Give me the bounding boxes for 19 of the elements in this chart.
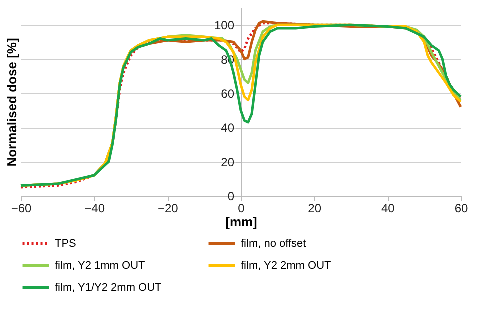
x-tick-label: 20	[308, 202, 322, 216]
y-axis-title: Normalised dose [%]	[4, 38, 20, 167]
x-tick-label: 0	[238, 202, 246, 216]
legend-label: film, Y1/Y2 2mm OUT	[55, 282, 162, 294]
x-tick-label: −60	[11, 202, 32, 216]
x-tick-label: 40	[381, 202, 396, 216]
legend-label: film, no offset	[241, 238, 306, 250]
legend-label: film, Y2 1mm OUT	[55, 260, 146, 272]
y-tick-label: 40	[221, 121, 235, 136]
legend-label: film, Y2 2mm OUT	[241, 260, 332, 272]
x-tick-label: 60	[454, 202, 468, 216]
y-tick-label: 20	[221, 155, 235, 170]
x-axis-title: [mm]	[226, 214, 258, 230]
x-tick-label: −20	[158, 202, 179, 216]
y-tick-label: 0	[228, 190, 235, 204]
legend-label: TPS	[55, 238, 76, 250]
x-tick-label: −40	[84, 202, 106, 216]
y-tick-label: 100	[214, 18, 235, 33]
y-tick-label: 60	[221, 86, 235, 101]
